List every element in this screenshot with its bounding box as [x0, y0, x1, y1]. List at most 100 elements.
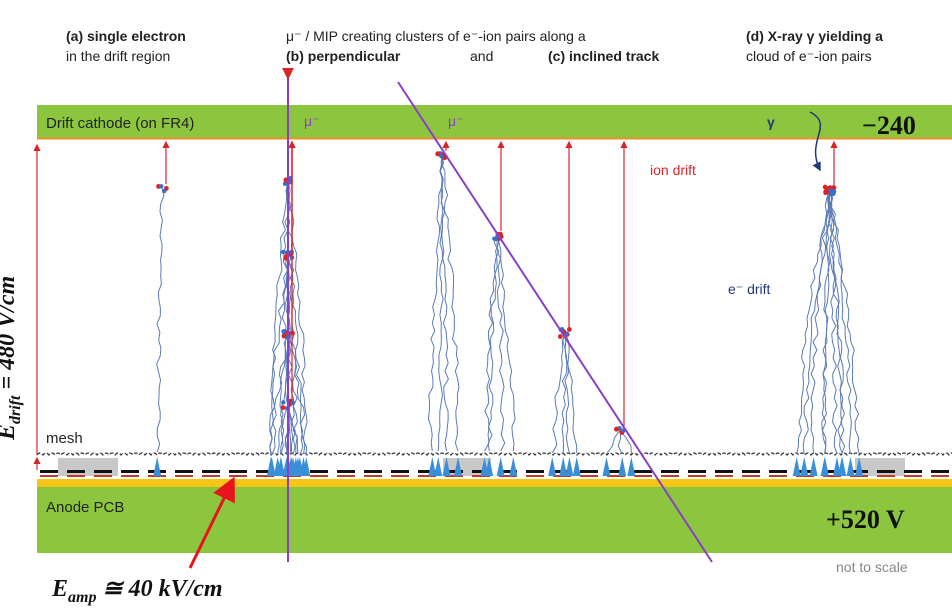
strip	[229, 475, 247, 477]
electron	[280, 249, 286, 255]
avalanche	[800, 457, 809, 476]
avalanche	[559, 457, 568, 476]
mesh-label: mesh	[46, 430, 83, 447]
anode-bar	[37, 487, 952, 553]
cathode-voltage: −240	[862, 111, 916, 140]
electron	[290, 400, 296, 405]
avalanche	[792, 457, 801, 476]
symbol: E	[51, 576, 68, 602]
ion	[280, 405, 286, 411]
cathode-label: Drift cathode (on FR4)	[46, 115, 194, 132]
electron-path	[271, 334, 289, 456]
anode-voltage: +520 V	[826, 505, 905, 534]
electron-path	[828, 189, 852, 455]
strip	[877, 475, 895, 477]
strip	[94, 470, 112, 473]
electron-path	[562, 332, 570, 454]
strip	[310, 475, 328, 477]
ion	[831, 185, 837, 191]
electron-path	[821, 189, 831, 455]
strip	[931, 470, 949, 473]
electron-path	[496, 235, 506, 452]
e-drift-label: e⁻ drift	[728, 281, 771, 297]
electron-path	[829, 189, 846, 455]
anode-label: Anode PCB	[46, 499, 124, 516]
inclined-track	[397, 81, 713, 563]
avalanche	[809, 457, 818, 476]
strip	[256, 470, 274, 473]
strip	[94, 475, 112, 477]
strip	[418, 470, 436, 473]
strip	[607, 470, 625, 473]
strip	[769, 475, 787, 477]
pillar	[58, 458, 118, 476]
strip	[634, 475, 652, 477]
electron	[159, 184, 164, 189]
avalanche	[428, 457, 437, 476]
caption: (d) X-ray γ yielding a	[746, 28, 883, 44]
strip	[121, 470, 139, 473]
avalanche	[572, 457, 581, 476]
electron-path	[287, 181, 308, 455]
electron	[439, 153, 444, 159]
ion	[281, 333, 287, 339]
electron-path	[287, 254, 304, 456]
electron-path	[606, 429, 621, 455]
strip	[121, 475, 139, 477]
strip	[499, 470, 517, 473]
strip	[688, 470, 706, 473]
avalanche	[618, 457, 627, 476]
electron-path	[796, 189, 831, 455]
strip	[688, 475, 706, 477]
electron-path	[287, 334, 308, 456]
anode-strip-band	[37, 479, 952, 487]
caption: in the drift region	[66, 48, 170, 64]
avalanche	[291, 457, 300, 476]
tracks	[33, 68, 822, 569]
avalanche	[485, 457, 494, 476]
ion	[822, 184, 828, 190]
note: not to scale	[836, 559, 908, 575]
strip	[40, 475, 58, 477]
avalanche	[442, 457, 451, 476]
electron	[492, 236, 497, 241]
mesh	[36, 452, 952, 456]
particle-label: μ⁻	[448, 113, 463, 129]
electron-path	[156, 187, 165, 453]
amp-arrow	[188, 476, 235, 569]
strip	[175, 470, 193, 473]
avalanche	[602, 457, 611, 476]
avalanche	[273, 457, 282, 476]
strip	[580, 470, 598, 473]
strip	[67, 475, 85, 477]
subscript: drift	[7, 395, 24, 424]
avalanche	[302, 457, 311, 476]
strip	[904, 470, 922, 473]
strip	[499, 475, 517, 477]
ion	[567, 327, 572, 332]
strip	[931, 475, 949, 477]
avalanche	[454, 457, 463, 476]
electron-path	[551, 332, 566, 454]
electron-path	[269, 254, 289, 456]
avalanche	[627, 457, 636, 476]
electron-path	[287, 404, 294, 453]
symbol: E	[0, 424, 20, 441]
electron	[162, 188, 167, 194]
caption: μ⁻ / MIP creating clusters of e⁻-ion pai…	[286, 28, 586, 44]
strip	[472, 470, 490, 473]
strip	[445, 475, 463, 477]
strip	[742, 475, 760, 477]
ion	[823, 189, 829, 194]
strip	[364, 475, 382, 477]
electron-path	[484, 234, 500, 452]
electron-path	[827, 189, 838, 455]
avalanche	[855, 457, 864, 476]
avalanche	[153, 457, 162, 476]
electron-path	[821, 189, 831, 455]
avalanche	[548, 457, 557, 476]
strip	[391, 470, 409, 473]
strip	[67, 470, 85, 473]
strip	[715, 470, 733, 473]
